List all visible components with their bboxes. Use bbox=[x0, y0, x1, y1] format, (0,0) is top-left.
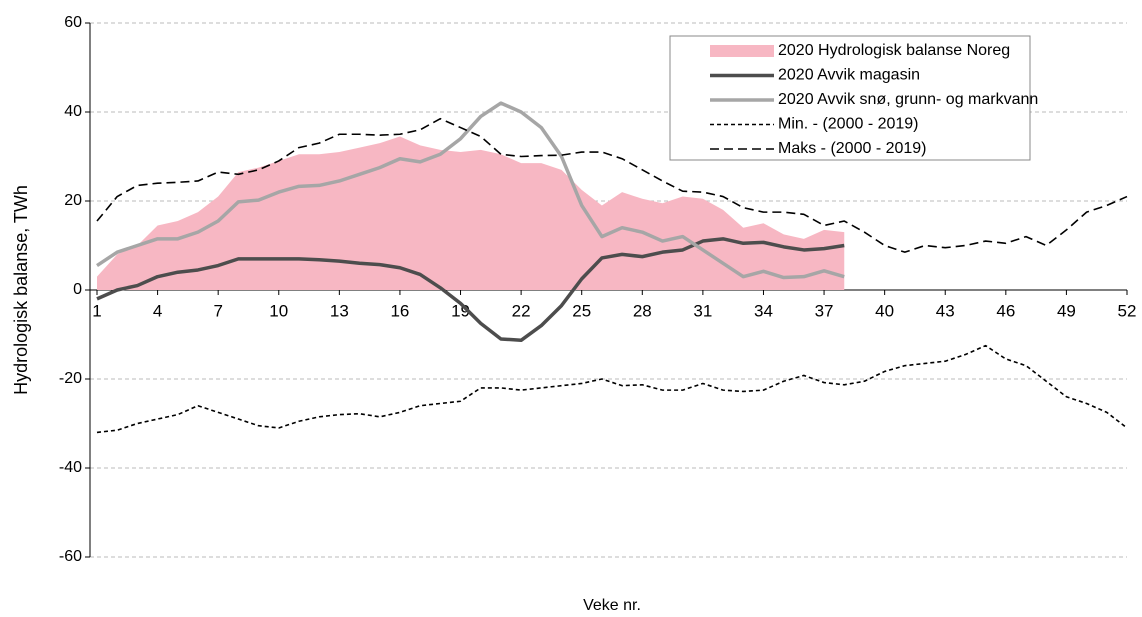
y-tick-label: 40 bbox=[64, 103, 82, 120]
y-tick-label: -20 bbox=[59, 370, 82, 387]
x-tick-label: 4 bbox=[153, 301, 162, 320]
x-tick-label: 13 bbox=[330, 301, 349, 320]
x-tick-label: 46 bbox=[996, 301, 1015, 320]
x-axis-title: Veke nr. bbox=[583, 597, 641, 614]
x-tick-label: 16 bbox=[390, 301, 409, 320]
legend-label: Maks - (2000 - 2019) bbox=[778, 140, 927, 157]
x-tick-label: 1 bbox=[92, 301, 101, 320]
legend-label: 2020 Avvik snø, grunn- og markvann bbox=[778, 91, 1038, 108]
line bbox=[96, 117, 1128, 253]
x-tick-label: 10 bbox=[269, 301, 288, 320]
y-tick-label: 20 bbox=[64, 192, 82, 209]
x-tick-label: 7 bbox=[213, 301, 222, 320]
legend-label: 2020 Hydrologisk balanse Noreg bbox=[778, 42, 1010, 59]
x-tick-label: 40 bbox=[875, 301, 894, 320]
legend-label: Min. - (2000 - 2019) bbox=[778, 116, 919, 133]
x-tick-label: 43 bbox=[936, 301, 955, 320]
line bbox=[96, 237, 845, 343]
x-tick-label: 28 bbox=[633, 301, 652, 320]
y-tick-label: -60 bbox=[59, 548, 82, 565]
x-tick-label: 49 bbox=[1057, 301, 1076, 320]
y-tick-label: 0 bbox=[73, 281, 82, 298]
y-tick-label: 60 bbox=[64, 14, 82, 31]
legend-label: 2020 Avvik magasin bbox=[778, 67, 920, 84]
x-tick-label: 37 bbox=[815, 301, 834, 320]
y-axis-title: Hydrologisk balanse, TWh bbox=[11, 185, 31, 395]
legend-swatch bbox=[710, 45, 774, 57]
x-tick-label: 52 bbox=[1118, 301, 1137, 320]
line bbox=[96, 101, 845, 280]
x-tick-label: 31 bbox=[693, 301, 712, 320]
line bbox=[96, 344, 1128, 434]
y-tick-label: -40 bbox=[59, 459, 82, 476]
x-tick-label: 34 bbox=[754, 301, 773, 320]
x-tick-label: 25 bbox=[572, 301, 591, 320]
x-tick-label: 22 bbox=[512, 301, 531, 320]
